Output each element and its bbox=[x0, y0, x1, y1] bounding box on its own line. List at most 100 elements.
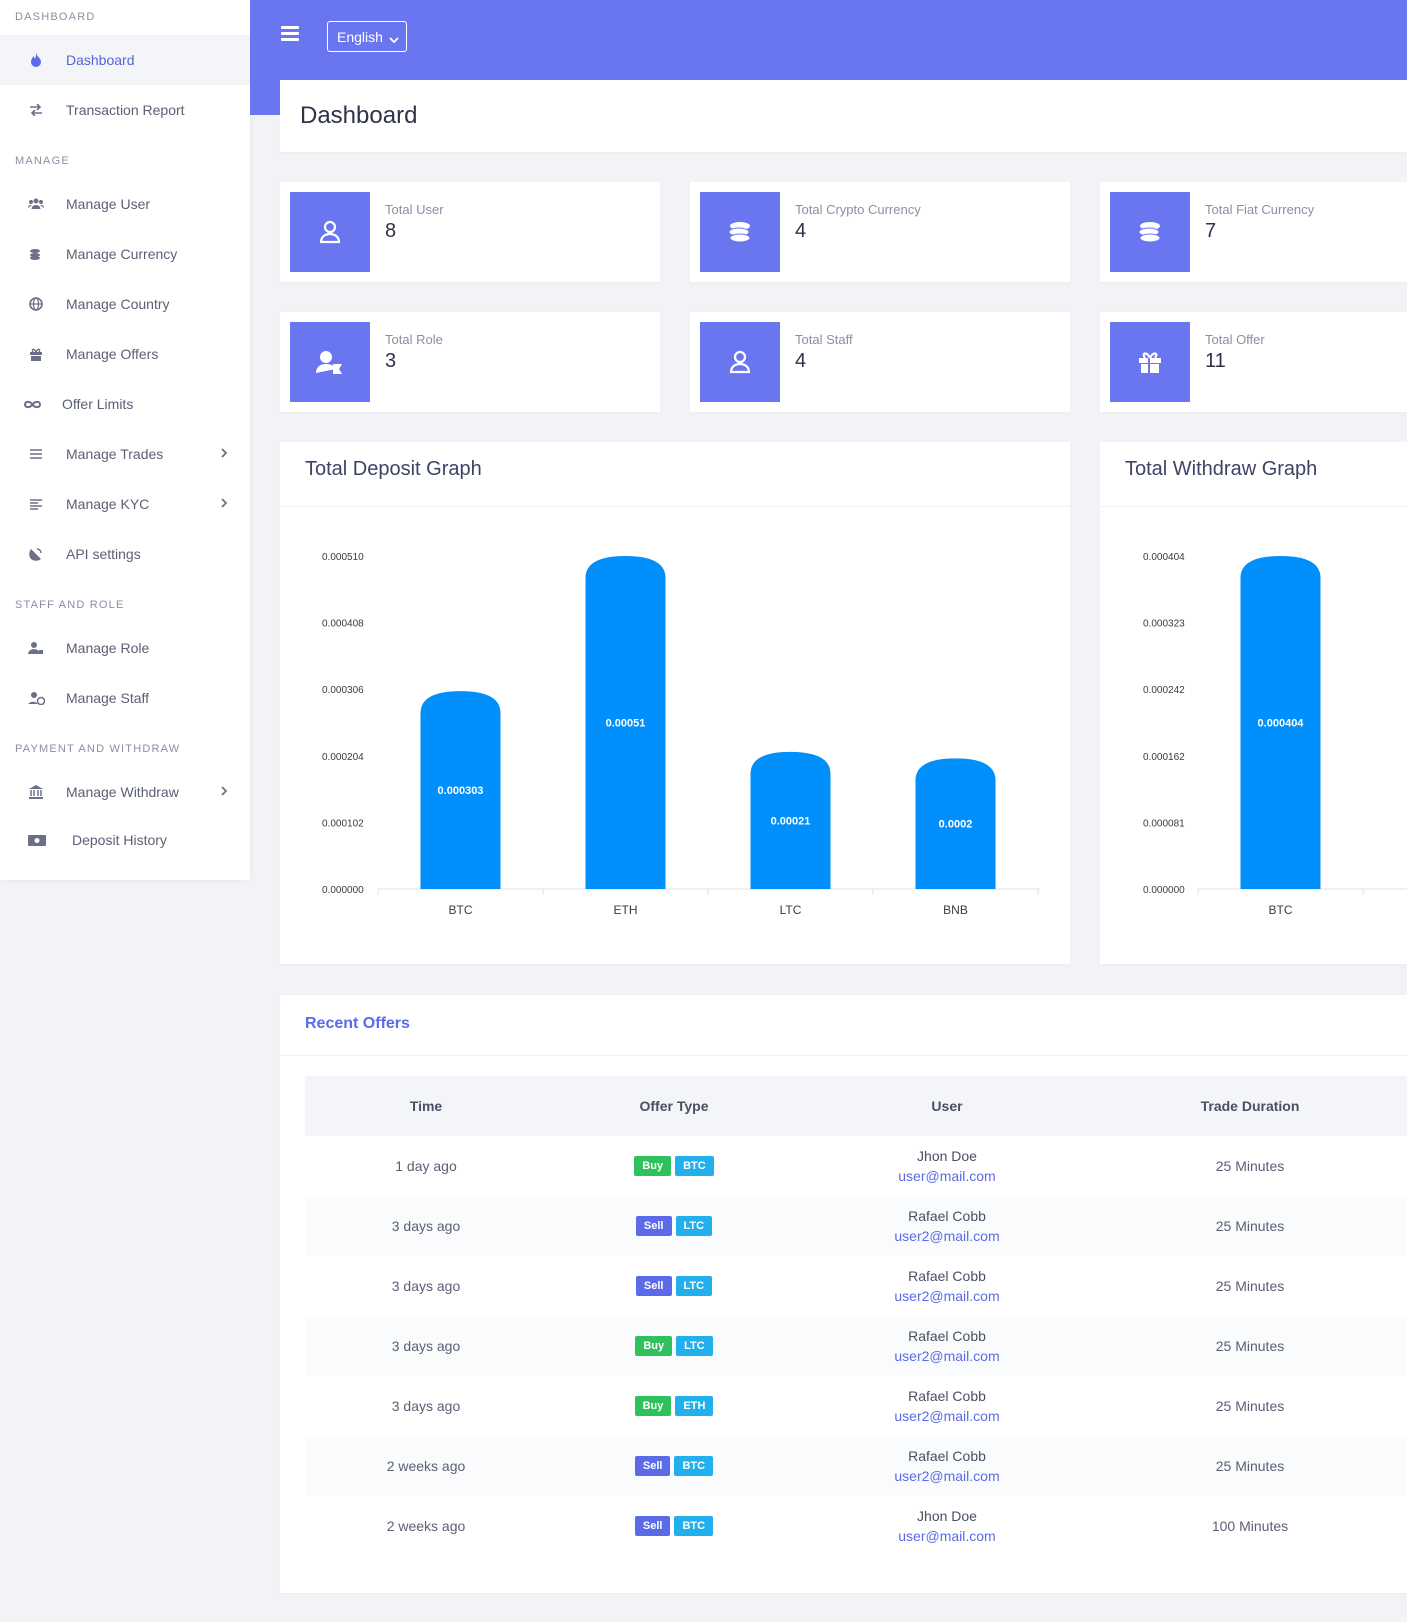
stat-card-total-crypto: Total Crypto Currency 4 bbox=[690, 182, 1070, 282]
coins-icon bbox=[1110, 192, 1190, 272]
column-header-time: Time bbox=[305, 1076, 547, 1136]
table-row: 2 weeks ago Sell BTC Rafael Cobb user2@mail.… bbox=[305, 1436, 1407, 1496]
y-tick-label: 0.000404 bbox=[1143, 552, 1185, 563]
cell-offer-type: Sell LTC bbox=[547, 1196, 801, 1256]
chart-title: Total Withdraw Graph bbox=[1125, 458, 1318, 480]
withdraw-graph-card: Total Withdraw Graph 0.000000 0.000081 0.0… bbox=[1100, 442, 1407, 964]
stat-card-total-user: Total User 8 bbox=[280, 182, 660, 282]
offers-title: Recent Offers bbox=[305, 1015, 410, 1032]
sidebar-item-manage-withdraw[interactable]: Manage Withdraw bbox=[0, 767, 250, 817]
recent-offers-card: Recent Offers Time Offer Type User Trade… bbox=[280, 995, 1407, 1593]
sidebar-item-manage-country[interactable]: Manage Country bbox=[0, 279, 250, 329]
stat-label: Total Role bbox=[385, 332, 443, 347]
cell-offer-type: Buy ETH bbox=[547, 1376, 801, 1436]
sidebar-item-manage-currency[interactable]: Manage Currency bbox=[0, 229, 250, 279]
cell-offer-type: Sell LTC bbox=[547, 1256, 801, 1316]
coin-badge: BTC bbox=[675, 1156, 714, 1176]
sidebar-item-label: Manage Withdraw bbox=[66, 784, 179, 800]
sidebar-item-manage-offers[interactable]: Manage Offers bbox=[0, 329, 250, 379]
infinity-icon bbox=[23, 395, 41, 413]
cell-trade-duration: 25 Minutes bbox=[1093, 1436, 1407, 1496]
data-label: 0.000404 bbox=[1258, 718, 1305, 730]
stat-value: 8 bbox=[385, 220, 397, 242]
sidebar-item-transaction-report[interactable]: Transaction Report bbox=[0, 85, 250, 135]
offer-type-badge: Buy bbox=[635, 1336, 673, 1356]
cell-trade-duration: 100 Minutes bbox=[1211, 1518, 1289, 1534]
user-email-link[interactable]: user2@mail.com bbox=[894, 1408, 1000, 1424]
bar-eth[interactable] bbox=[585, 556, 666, 889]
cell-trade-duration: 25 Minutes bbox=[1215, 1398, 1285, 1414]
stat-label: Total User bbox=[385, 202, 444, 217]
y-tick-label: 0.000408 bbox=[322, 619, 364, 630]
bar-bnb[interactable] bbox=[915, 758, 996, 889]
table-row: 2 weeks ago Sell BTC Jhon Doe user@mail.com 1… bbox=[305, 1496, 1407, 1556]
stat-label: Total Staff bbox=[795, 332, 853, 347]
user-email-link[interactable]: user2@mail.com bbox=[894, 1228, 1000, 1244]
chevron-right-icon bbox=[220, 446, 228, 462]
cell-trade-duration: 25 Minutes bbox=[1093, 1316, 1407, 1376]
user-email-link[interactable]: user@mail.com bbox=[898, 1528, 996, 1544]
cell-user: Rafael Cobb user2@mail.com bbox=[801, 1256, 1093, 1316]
cell-offer-type: Sell BTC bbox=[547, 1496, 801, 1556]
y-tick-label: 0.000306 bbox=[322, 685, 364, 696]
cell-user: Jhon Doe user@mail.com bbox=[801, 1496, 1093, 1556]
stat-label: Total Offer bbox=[1205, 332, 1265, 347]
data-label: 0.00021 bbox=[771, 815, 811, 827]
chart-title: Total Deposit Graph bbox=[305, 458, 482, 480]
table-row: 3 days ago Buy ETH Rafael Cobb user2@mail.co… bbox=[305, 1376, 1407, 1436]
cell-trade-duration: 25 Minutes bbox=[1215, 1158, 1285, 1174]
sidebar-item-label: Manage Currency bbox=[66, 246, 178, 262]
table-row: 3 days ago Sell LTC Rafael Cobb user2@mail.c… bbox=[305, 1256, 1407, 1316]
y-tick-label: 0.000081 bbox=[1143, 818, 1185, 829]
sidebar-item-manage-role[interactable]: Manage Role bbox=[0, 623, 250, 673]
bar-ltc[interactable] bbox=[750, 751, 831, 889]
sidebar-item-offer-limits[interactable]: Offer Limits bbox=[0, 379, 250, 429]
sidebar-item-manage-trades[interactable]: Manage Trades bbox=[0, 429, 250, 479]
sidebar-item-label: Manage Role bbox=[66, 640, 150, 656]
offer-type-badge: Sell bbox=[635, 1276, 672, 1296]
user-email-link[interactable]: user@mail.com bbox=[898, 1168, 996, 1184]
sidebar-item-deposit-history[interactable]: Deposit History bbox=[0, 815, 250, 865]
bar-btc[interactable] bbox=[1240, 556, 1321, 889]
sidebar-item-label: Deposit History bbox=[72, 832, 167, 848]
sidebar-item-api-settings[interactable]: API settings bbox=[0, 529, 250, 579]
user-email-link[interactable]: user2@mail.com bbox=[894, 1288, 1000, 1304]
user-tag-icon bbox=[27, 639, 45, 657]
data-label: 0.0002 bbox=[939, 819, 973, 831]
language-select[interactable]: English bbox=[327, 21, 407, 52]
cell-time: 2 weeks ago bbox=[305, 1436, 547, 1496]
offer-type-badge: Buy bbox=[634, 1396, 672, 1416]
sidebar-item-manage-user[interactable]: Manage User bbox=[0, 179, 250, 229]
offer-type-badge: Buy bbox=[634, 1156, 672, 1176]
cell-trade-duration: 25 Minutes bbox=[1093, 1196, 1407, 1256]
cell-time: 3 days ago bbox=[391, 1278, 461, 1294]
globe-icon bbox=[27, 295, 45, 313]
header-band bbox=[250, 80, 280, 115]
offers-table: Time Offer Type User Trade Duration 1 da… bbox=[305, 1076, 1407, 1556]
bar-btc[interactable] bbox=[420, 691, 501, 889]
sidebar-item-label: Manage KYC bbox=[66, 496, 150, 512]
coins-icon bbox=[27, 245, 45, 263]
section-title-staff: STAFF AND ROLE bbox=[15, 599, 125, 611]
table-row: 3 days ago Buy LTC Rafael Cobb user2@mail.co… bbox=[305, 1316, 1407, 1376]
sidebar-item-dashboard[interactable]: Dashboard bbox=[0, 35, 250, 85]
user-email-link[interactable]: user2@mail.com bbox=[894, 1348, 1000, 1364]
user-name: Jhon Doe bbox=[917, 1148, 977, 1164]
coin-badge: BTC bbox=[674, 1516, 714, 1536]
stat-value: 3 bbox=[385, 350, 397, 372]
withdraw-chart: 0.000000 0.000081 0.000162 0.000242 0.000323… bbox=[1143, 552, 1407, 917]
stat-card-total-staff: Total Staff 4 bbox=[690, 312, 1070, 412]
user-email-link[interactable]: user2@mail.com bbox=[894, 1468, 1000, 1484]
x-tick-label: ETH bbox=[614, 903, 638, 917]
sidebar-item-manage-staff[interactable]: Manage Staff bbox=[0, 673, 250, 723]
cell-trade-duration: 25 Minutes bbox=[1215, 1278, 1285, 1294]
menu-toggle-icon[interactable] bbox=[281, 26, 299, 42]
stat-label: Total Crypto Currency bbox=[795, 202, 921, 217]
sidebar-item-label: Manage Offers bbox=[66, 346, 159, 362]
column-header-trade-duration: Trade Duration bbox=[1093, 1076, 1407, 1136]
cell-user: Rafael Cobb user2@mail.com bbox=[801, 1316, 1093, 1376]
gift-icon bbox=[1110, 322, 1190, 402]
sidebar-item-manage-kyc[interactable]: Manage KYC bbox=[0, 479, 250, 529]
stat-value: 4 bbox=[795, 220, 807, 242]
x-tick-label: BTC bbox=[449, 903, 473, 917]
